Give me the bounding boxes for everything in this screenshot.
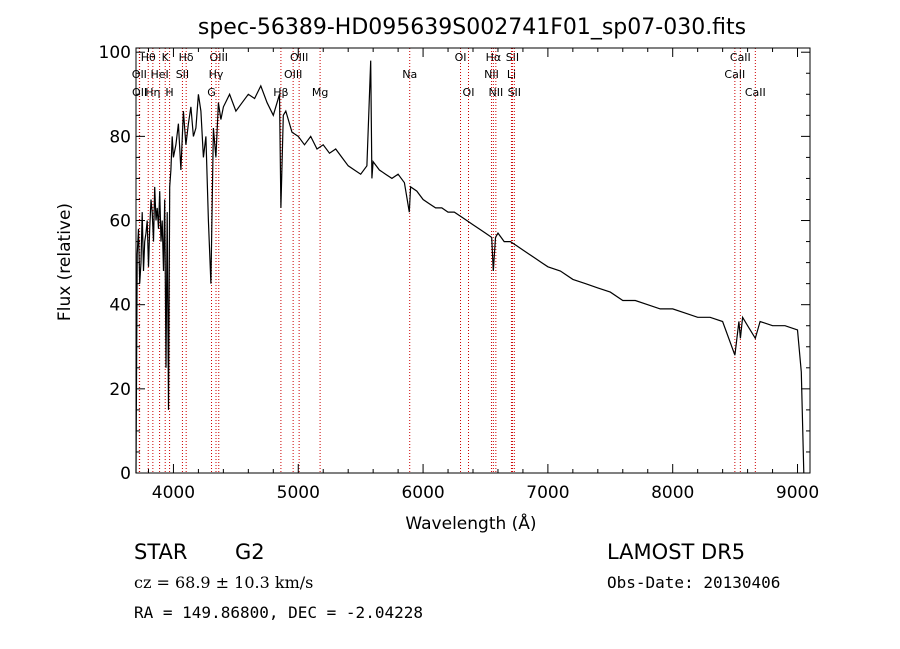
x-tick-label: 4000 [152, 483, 195, 503]
chart-title: spec-56389-HD095639S002741F01_sp07-030.f… [198, 15, 746, 40]
spectrum-line [135, 60, 805, 474]
spectral-line-label: Hη [145, 86, 160, 99]
x-tick-label: 8000 [651, 483, 694, 503]
spectral-line-label: SII [508, 86, 521, 99]
y-tick-label: 0 [120, 464, 131, 484]
object-subclass: G2 [235, 540, 265, 564]
observation-date: Obs-Date: 20130406 [607, 573, 781, 592]
spectral-line-label: NII [484, 68, 499, 81]
spectral-line-label: Hθ [141, 51, 156, 64]
spectral-line-label: OIII [284, 68, 302, 81]
spectral-line-label: Hγ [209, 68, 224, 81]
spectral-line-label: CaII [745, 86, 766, 99]
plot-frame [135, 47, 811, 474]
x-tick-label: 7000 [526, 483, 569, 503]
spectral-line-label: OI [463, 86, 475, 99]
y-tick-label: 40 [109, 296, 131, 316]
spectral-line-label: Na [402, 68, 417, 81]
spectral-line-label: NII [488, 86, 503, 99]
y-tick-label: 60 [109, 212, 131, 232]
coordinates: RA = 149.86800, DEC = -2.04228 [134, 603, 423, 622]
x-tick-label: 6000 [401, 483, 444, 503]
y-axis-label: Flux (relative) [55, 203, 75, 321]
spectral-line-label: Hδ [179, 51, 194, 64]
spectral-line-label: HeI [150, 68, 168, 81]
spectral-line-label: CaII [730, 51, 751, 64]
spectral-line-label: OI [455, 51, 467, 64]
spectral-line-label: OIII [210, 51, 228, 64]
spectral-line-label: SII [506, 51, 519, 64]
spectral-line-label: K [162, 51, 170, 64]
spectral-line-label: Mg [312, 86, 328, 99]
x-tick-label: 9000 [776, 483, 819, 503]
x-tick-label: 5000 [277, 483, 320, 503]
spectral-line-label: Li [507, 68, 516, 81]
spectral-line-label: OIII [290, 51, 308, 64]
y-tick-label: 80 [109, 127, 131, 147]
axes: 4000 5000 6000 7000 8000 9000 0 20 40 60 80 100 [99, 43, 820, 503]
spectral-line-label: H [165, 86, 173, 99]
object-type: STAR [134, 540, 188, 564]
redshift-velocity: cz = 68.9 ± 10.3 km/s [134, 573, 314, 592]
spectral-line-label: CaII [724, 68, 745, 81]
y-tick-label: 20 [109, 380, 131, 400]
x-axis-label: Wavelength (Å) [405, 512, 536, 534]
y-tick-label: 100 [99, 43, 131, 63]
survey-name: LAMOST DR5 [607, 540, 746, 564]
spectral-line-label: Hβ [273, 86, 288, 99]
spectral-line-label: SII [176, 68, 189, 81]
spectral-line-label: Hα [486, 51, 502, 64]
spectral-line-label: G [207, 86, 216, 99]
